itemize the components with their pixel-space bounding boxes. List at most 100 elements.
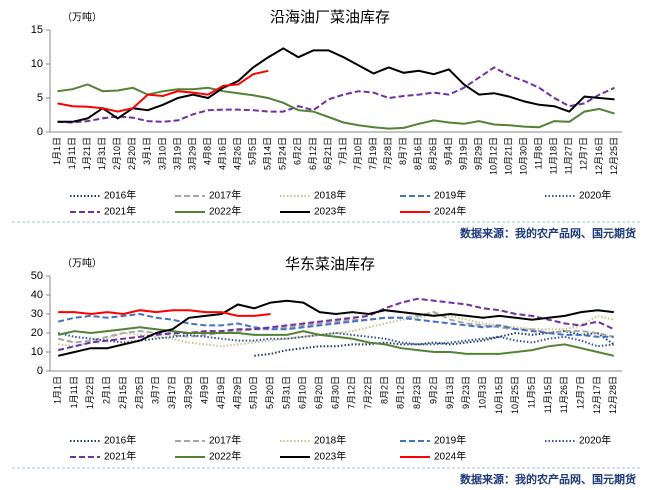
y-tick-label: 50 (31, 270, 43, 282)
x-tick-label: 5月31日 (281, 376, 291, 409)
legend-label: 2019年 (434, 189, 466, 202)
x-tick-label: 5月20日 (265, 376, 275, 409)
chart-title: 沿海油厂菜油库存 (270, 8, 390, 26)
x-tick-label: 8月12日 (396, 376, 406, 409)
x-tick-label: 1月11日 (69, 376, 79, 408)
legend-label: 2023年 (314, 450, 346, 463)
x-tick-label: 3月10日 (157, 137, 167, 170)
x-tick-label: 1月11日 (67, 137, 77, 169)
x-tick-label: 9月2日 (428, 376, 438, 404)
x-tick-label: 1月31日 (97, 137, 107, 170)
legend-label: 2021年 (104, 205, 136, 218)
legend-label: 2022年 (209, 205, 241, 218)
legend-label: 2022年 (209, 450, 241, 463)
x-tick-label: 4月26日 (233, 137, 243, 170)
series-line (58, 309, 271, 317)
y-tick-label: 30 (31, 308, 43, 320)
y-axis-label: （万吨） (62, 257, 102, 270)
x-tick-label: 9月4日 (443, 137, 453, 165)
x-tick-label: 10月30日 (519, 137, 529, 175)
x-tick-label: 3月29日 (187, 137, 197, 170)
x-tick-label: 10月25日 (510, 376, 520, 414)
x-tick-label: 5月24日 (278, 137, 288, 170)
x-tick-label: 9月23日 (461, 376, 471, 409)
x-tick-label: 6月21日 (323, 137, 333, 170)
series-line (254, 330, 615, 357)
legend-label: 2019年 (434, 434, 466, 447)
x-tick-label: 11月5日 (526, 376, 536, 408)
y-axis-label: （万吨） (62, 11, 102, 24)
x-tick-label: 9月13日 (445, 376, 455, 409)
x-tick-label: 3月17日 (167, 376, 177, 409)
x-tick-label: 7月19日 (368, 137, 378, 170)
source-note: 数据来源：我的农产品网、国元期货 (460, 226, 636, 240)
x-tick-label: 6月12日 (308, 137, 318, 170)
x-tick-label: 2月1日 (102, 376, 112, 404)
x-tick-label: 7月10日 (353, 137, 363, 170)
series-line (57, 66, 615, 124)
legend-label: 2017年 (209, 434, 241, 447)
x-tick-label: 7月12日 (347, 376, 357, 409)
series-line (57, 312, 614, 338)
x-tick-label: 11月26日 (559, 376, 569, 413)
chart-title: 华东菜油库存 (285, 255, 375, 273)
x-tick-label: 1月21日 (82, 137, 92, 170)
x-tick-label: 3月1日 (142, 137, 152, 165)
x-tick-label: 2月20日 (127, 137, 137, 170)
series-line (57, 331, 614, 348)
x-tick-label: 8月16日 (413, 137, 423, 170)
x-tick-label: 4月29日 (232, 376, 242, 409)
x-tick-label: 12月7日 (579, 137, 589, 170)
x-tick-label: 2月25日 (134, 376, 144, 409)
series-line (57, 311, 615, 344)
legend-label: 2016年 (104, 189, 136, 202)
legend-label: 2024年 (434, 205, 466, 218)
x-tick-label: 8月26日 (428, 137, 438, 170)
x-tick-label: 6月30日 (330, 376, 340, 409)
x-tick-label: 1月22日 (85, 376, 95, 409)
legend-label: 2018年 (314, 189, 346, 202)
x-tick-label: 6月10日 (298, 376, 308, 409)
y-tick-label: 15 (31, 24, 43, 36)
x-tick-label: 1月1日 (53, 376, 63, 404)
x-tick-label: 11月8日 (534, 137, 544, 169)
x-tick-label: 7月1日 (338, 137, 348, 165)
x-tick-label: 9月19日 (458, 137, 468, 170)
x-tick-label: 11月15日 (543, 376, 553, 413)
legend-label: 2020年 (579, 434, 611, 447)
x-tick-label: 8月23日 (412, 376, 422, 409)
x-tick-label: 10月3日 (477, 376, 487, 409)
y-tick-label: 10 (31, 346, 43, 358)
x-tick-label: 12月25日 (609, 137, 619, 175)
legend-label: 2018年 (314, 434, 346, 447)
x-tick-label: 10月12日 (488, 137, 498, 175)
x-tick-label: 10月15日 (494, 376, 504, 414)
x-tick-label: 4月19日 (216, 376, 226, 409)
legend-label: 2016年 (104, 434, 136, 447)
y-tick-label: 5 (37, 92, 43, 104)
x-tick-label: 2月10日 (112, 137, 122, 170)
x-tick-label: 1月1日 (52, 137, 62, 165)
y-tick-label: 10 (31, 58, 43, 70)
x-tick-label: 12月7日 (576, 376, 586, 409)
x-tick-label: 12月28日 (608, 376, 618, 414)
x-tick-label: 4月8日 (202, 137, 212, 165)
series-line (57, 47, 615, 123)
x-tick-label: 2月15日 (118, 376, 128, 409)
x-tick-label: 5月14日 (263, 137, 273, 170)
y-tick-label: 20 (31, 327, 43, 339)
x-tick-label: 3月29日 (183, 376, 193, 409)
series-line (57, 299, 614, 357)
x-tick-label: 8月7日 (398, 137, 408, 165)
legend-label: 2023年 (314, 205, 346, 218)
source-note: 数据来源：我的农产品网、国元期货 (460, 472, 636, 486)
y-tick-label: 0 (37, 365, 43, 377)
x-tick-label: 11月27日 (564, 137, 574, 174)
x-tick-label: 4月16日 (217, 137, 227, 170)
series-line (57, 326, 615, 357)
y-tick-label: 0 (37, 126, 43, 138)
x-tick-label: 8月2日 (379, 376, 389, 404)
x-tick-label: 5月5日 (248, 137, 258, 165)
x-tick-label: 12月17日 (592, 376, 602, 414)
